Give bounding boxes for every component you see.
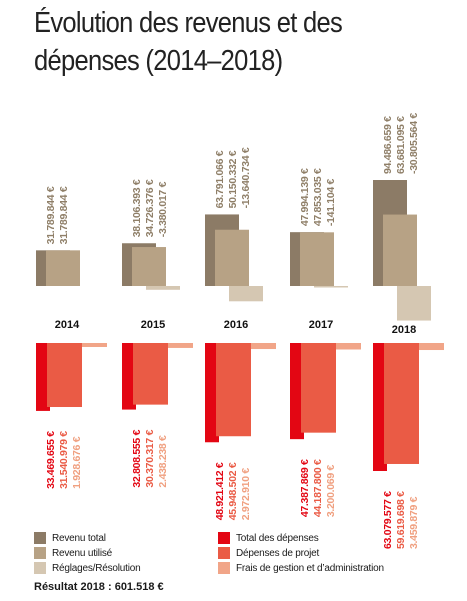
label-revenu-total-2016: 63.791.066 € (214, 150, 226, 208)
result-summary: Résultat 2018 : 601.518 € (34, 581, 164, 593)
bar-frais-2014 (82, 343, 107, 347)
bar-revenu-utilise-2018 (383, 214, 417, 286)
legend-label: Frais de gestion et d’administration (236, 562, 384, 574)
bar-reglages-2016 (229, 286, 263, 302)
legend-label: Revenu total (52, 532, 106, 544)
bar-reglages-2017 (314, 286, 348, 288)
bar-revenu-utilise-2015 (132, 247, 166, 286)
label-reglages-2015: -3.380.017 € (157, 181, 169, 237)
legend-item: Dépenses de projet (218, 546, 319, 560)
label-revenu-utilise-2018: 63.681.095 € (395, 116, 407, 174)
legend-item: Revenu utilisé (34, 546, 112, 560)
legend-swatch (34, 547, 46, 559)
year-label-2018: 2018 (392, 324, 416, 336)
label-depenses-projet-2017: 44.187.800 € (312, 459, 324, 517)
label-depenses-projet-2014: 31.540.979 € (58, 431, 70, 489)
label-total-depenses-2015: 32.808.555 € (131, 429, 143, 487)
legend-item: Total des dépenses (218, 531, 319, 545)
label-frais-2017: 3.200.069 € (325, 465, 337, 518)
label-frais-2014: 1.928.676 € (71, 436, 83, 489)
label-frais-2015: 2.438.238 € (157, 435, 169, 488)
label-total-depenses-2016: 48.921.412 € (214, 462, 226, 520)
legend-swatch (34, 562, 46, 574)
year-label-2017: 2017 (309, 319, 333, 331)
bar-depenses-projet-2014 (47, 343, 82, 408)
year-label-2015: 2015 (141, 319, 165, 331)
label-total-depenses-2014: 33.469.655 € (45, 431, 57, 489)
legend-swatch (218, 532, 230, 544)
label-revenu-total-2017: 47.994.139 € (299, 168, 311, 226)
bar-reglages-2015 (146, 286, 180, 290)
bar-total-depenses-2014 (36, 343, 50, 411)
bar-revenu-utilise-2014 (46, 250, 80, 286)
bar-revenu-utilise-2017 (300, 232, 334, 286)
bar-frais-2015 (168, 343, 193, 348)
bar-total-depenses-2018 (373, 343, 387, 471)
label-frais-2018: 3.459.879 € (408, 496, 420, 549)
label-revenu-utilise-2016: 50.150.332 € (227, 150, 239, 208)
year-label-2014: 2014 (55, 319, 80, 331)
label-total-depenses-2017: 47.387.869 € (299, 459, 311, 517)
legend-label: Réglages/Résolution (52, 562, 141, 574)
label-frais-2016: 2.972.910 € (240, 468, 252, 521)
legend-swatch (34, 532, 46, 544)
legend-label: Revenu utilisé (52, 547, 113, 559)
label-total-depenses-2018: 63.079.577 € (382, 491, 394, 549)
label-revenu-total-2015: 38.106.393 € (131, 179, 143, 237)
label-depenses-projet-2015: 30.370.317 € (144, 429, 156, 487)
label-revenu-total-2014: 31.789.844 € (45, 186, 57, 244)
bar-frais-2016 (251, 343, 276, 350)
bar-total-depenses-2015 (122, 343, 136, 410)
year-label-2016: 2016 (224, 319, 248, 331)
legend-item: Revenu total (34, 531, 106, 545)
label-revenu-utilise-2015: 34.726.376 € (144, 179, 156, 237)
bar-total-depenses-2016 (205, 343, 219, 443)
legend-swatch (218, 547, 230, 559)
bar-depenses-projet-2018 (384, 343, 419, 464)
label-depenses-projet-2018: 59.619.698 € (395, 491, 407, 549)
bar-depenses-projet-2017 (301, 343, 336, 433)
legend-item: Réglages/Résolution (34, 561, 141, 575)
legend-label: Total des dépenses (236, 532, 319, 544)
label-revenu-utilise-2017: 47.853.035 € (312, 168, 324, 226)
label-reglages-2018: -30.805.564 € (408, 113, 420, 174)
label-reglages-2017: -141.104 € (325, 178, 337, 226)
bar-revenu-utilise-2016 (215, 229, 249, 286)
bar-reglages-2018 (397, 286, 431, 321)
bar-frais-2017 (336, 343, 361, 350)
bar-frais-2018 (419, 343, 444, 351)
label-depenses-projet-2016: 45.948.502 € (227, 462, 239, 520)
bar-total-depenses-2017 (290, 343, 304, 440)
legend-label: Dépenses de projet (236, 547, 320, 559)
label-revenu-utilise-2014: 31.789.844 € (58, 186, 70, 244)
legend-item: Frais de gestion et d’administration (218, 561, 384, 575)
label-revenu-total-2018: 94.486.659 € (382, 116, 394, 174)
legend-swatch (218, 562, 230, 574)
chart-title: Évolution des revenus et des dépenses (2… (34, 7, 343, 77)
bar-depenses-projet-2015 (133, 343, 168, 405)
bar-depenses-projet-2016 (216, 343, 251, 437)
label-reglages-2016: -13.640.734 € (240, 147, 252, 208)
